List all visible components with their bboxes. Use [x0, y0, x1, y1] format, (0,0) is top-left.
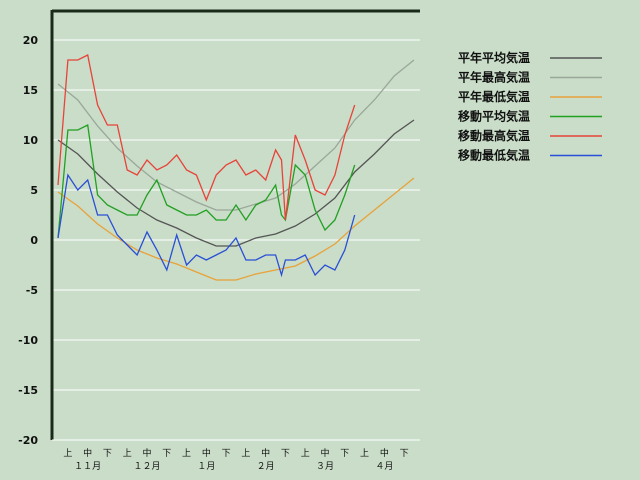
y-tick-label: -20: [18, 434, 38, 447]
x-tick-label: 上: [123, 448, 132, 459]
x-tick-label: 中: [202, 447, 211, 459]
legend-label-1: 平年最高気温: [458, 70, 530, 85]
x-month-label: １月: [197, 461, 215, 472]
x-tick-label: 上: [360, 448, 369, 459]
x-tick-label: 中: [83, 447, 92, 459]
x-tick-label: 下: [103, 449, 112, 459]
x-tick-label: 上: [182, 448, 191, 459]
series-line-2: [57, 177, 415, 281]
series-line-4: [57, 54, 356, 221]
x-tick-label: 下: [340, 449, 349, 459]
x-tick-label: 下: [222, 449, 231, 459]
y-tick-label: -15: [18, 384, 38, 397]
x-month-label: ３月: [316, 461, 334, 472]
x-month-label: １２月: [133, 461, 160, 472]
x-tick-label: 下: [400, 449, 409, 459]
y-tick-label: 10: [23, 134, 39, 147]
y-tick-label: 5: [30, 184, 38, 197]
series-line-1: [57, 59, 415, 211]
x-tick-label: 中: [380, 447, 389, 459]
y-tick-label: -5: [26, 284, 38, 297]
series-line-0: [57, 119, 415, 247]
y-tick-label: -10: [18, 334, 38, 347]
y-tick-label: 15: [23, 84, 38, 97]
x-tick-label: 中: [320, 447, 329, 459]
y-tick-label: 20: [23, 34, 39, 47]
x-tick-label: 下: [162, 449, 171, 459]
series-lines: [57, 54, 415, 281]
grid-lines: [52, 39, 420, 391]
legend-label-4: 移動最高気温: [458, 128, 530, 143]
y-tick-labels: 20 15 10 5 0 -5 -10 -15 -20: [18, 34, 38, 447]
x-tick-label: 上: [241, 448, 250, 459]
series-line-5: [57, 173, 356, 278]
y-tick-label: 0: [30, 234, 38, 247]
series-line-3: [57, 124, 356, 239]
x-tick-label: 中: [261, 447, 270, 459]
axes: [50, 9, 420, 441]
x-tick-label: 上: [301, 448, 310, 459]
x-tick-label: 上: [63, 448, 72, 459]
x-month-label: １１月: [74, 461, 101, 472]
x-tick-label: 下: [281, 449, 290, 459]
x-month-label: ２月: [257, 461, 275, 472]
x-tick-labels: 上中下上中下上中下上中下上中下上中下１１月 １２月 １月 ２月 ３月 ４月: [63, 447, 408, 472]
x-tick-label: 中: [142, 447, 151, 459]
legend-label-5: 移動最低気温: [458, 148, 530, 163]
legend-label-2: 平年最低気温: [458, 89, 530, 104]
x-month-label: ４月: [375, 461, 393, 472]
legend-label-0: 平年平均気温: [458, 50, 530, 65]
legend-label-3: 移動平均気温: [458, 109, 530, 124]
